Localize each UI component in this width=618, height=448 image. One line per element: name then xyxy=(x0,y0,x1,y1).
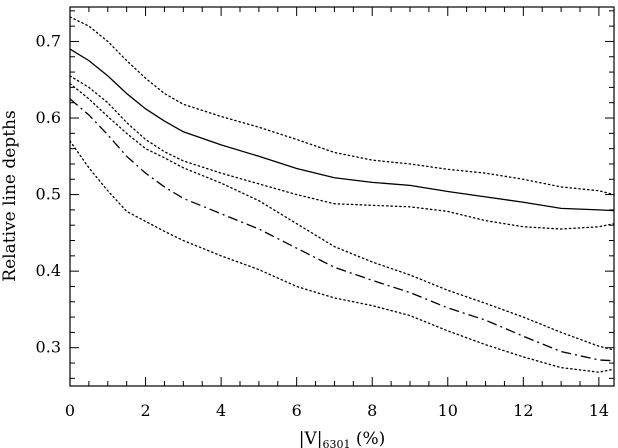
x-tick-label: 8 xyxy=(367,401,377,420)
y-tick-label: 0.4 xyxy=(36,261,61,280)
x-tick-label: 2 xyxy=(140,401,150,420)
x-axis-label: |V|6301 (%) xyxy=(299,429,386,448)
x-tick-label: 4 xyxy=(216,401,226,420)
axis-ticks xyxy=(69,7,614,386)
y-tick-label: 0.5 xyxy=(36,185,61,204)
series-line-3-dotted xyxy=(69,75,615,230)
series-line-1-solid xyxy=(69,48,615,212)
y-axis-label: Relative line depths xyxy=(0,110,20,281)
x-axis-label-main: |V| xyxy=(299,429,323,448)
y-tick-label: 0.7 xyxy=(36,31,61,50)
series-layer xyxy=(69,16,615,373)
series-line-5-dotted xyxy=(69,82,615,351)
x-tick-label: 14 xyxy=(589,401,609,420)
x-tick-label: 12 xyxy=(513,401,533,420)
x-axis-label-tail: (%) xyxy=(350,429,385,448)
plot-frame xyxy=(69,6,615,387)
x-tick-label: 0 xyxy=(65,401,75,420)
x-tick-label: 6 xyxy=(292,401,302,420)
series-line-2-dotted xyxy=(69,16,615,196)
y-tick-label: 0.3 xyxy=(36,338,61,357)
tick-labels: 0 2 4 6 8 10 12 14 0.3 0.4 0.5 0.6 0.7 xyxy=(36,31,610,420)
series-line-6-dotted xyxy=(69,140,615,373)
y-tick-label: 0.6 xyxy=(36,108,61,127)
x-tick-label: 10 xyxy=(438,401,458,420)
series-line-4-dashdot xyxy=(69,98,615,362)
x-axis-label-sub: 6301 xyxy=(322,438,350,448)
